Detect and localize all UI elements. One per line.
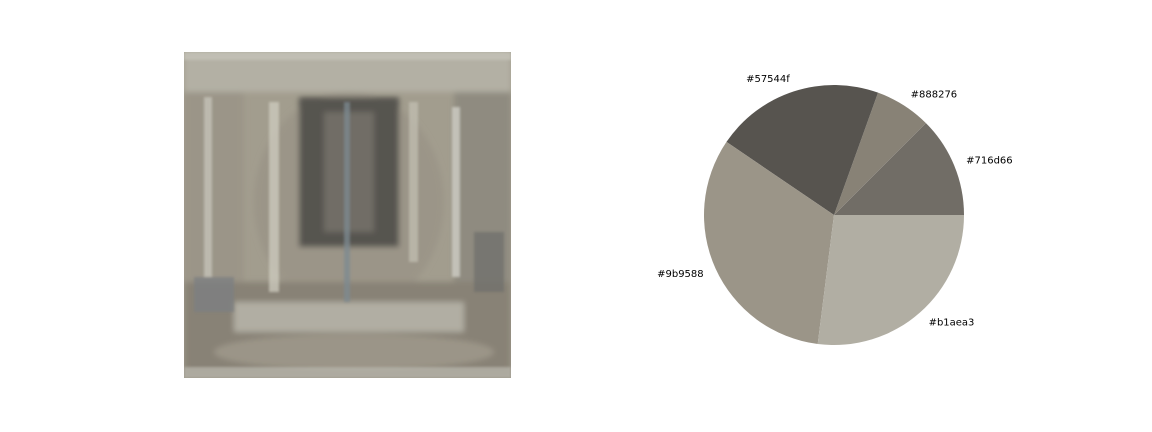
pie-slices [704,85,964,345]
pie-slice-label-4: #b1aea3 [929,317,975,328]
pie-slice-label-2: #57544f [746,74,790,85]
pie-slice-label-3: #9b9588 [657,269,704,280]
pie-slice-label-1: #888276 [911,89,958,100]
pie-slice-label-0: #716d66 [966,155,1013,166]
